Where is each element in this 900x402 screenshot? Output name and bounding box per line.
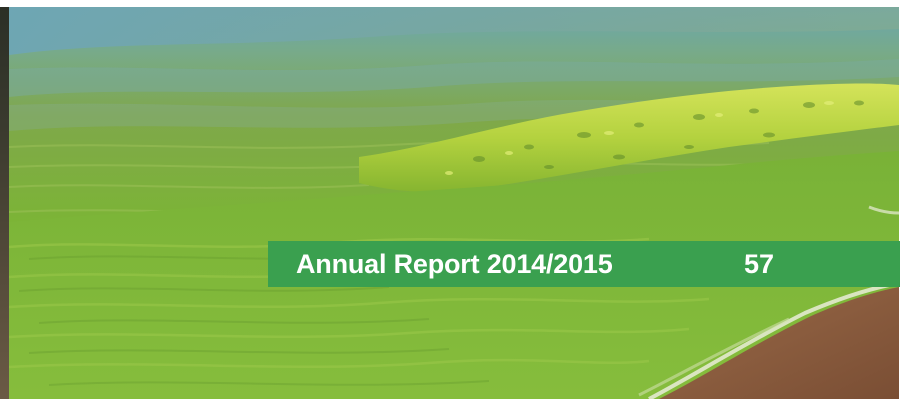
report-title: Annual Report 2014/2015 <box>296 249 613 279</box>
algae-water-photo <box>9 7 899 399</box>
report-title-banner: Annual Report 2014/2015 57 <box>268 241 900 287</box>
page-number: 57 <box>744 249 775 279</box>
photo-left-edge <box>0 7 9 399</box>
cover-photo <box>9 7 899 399</box>
